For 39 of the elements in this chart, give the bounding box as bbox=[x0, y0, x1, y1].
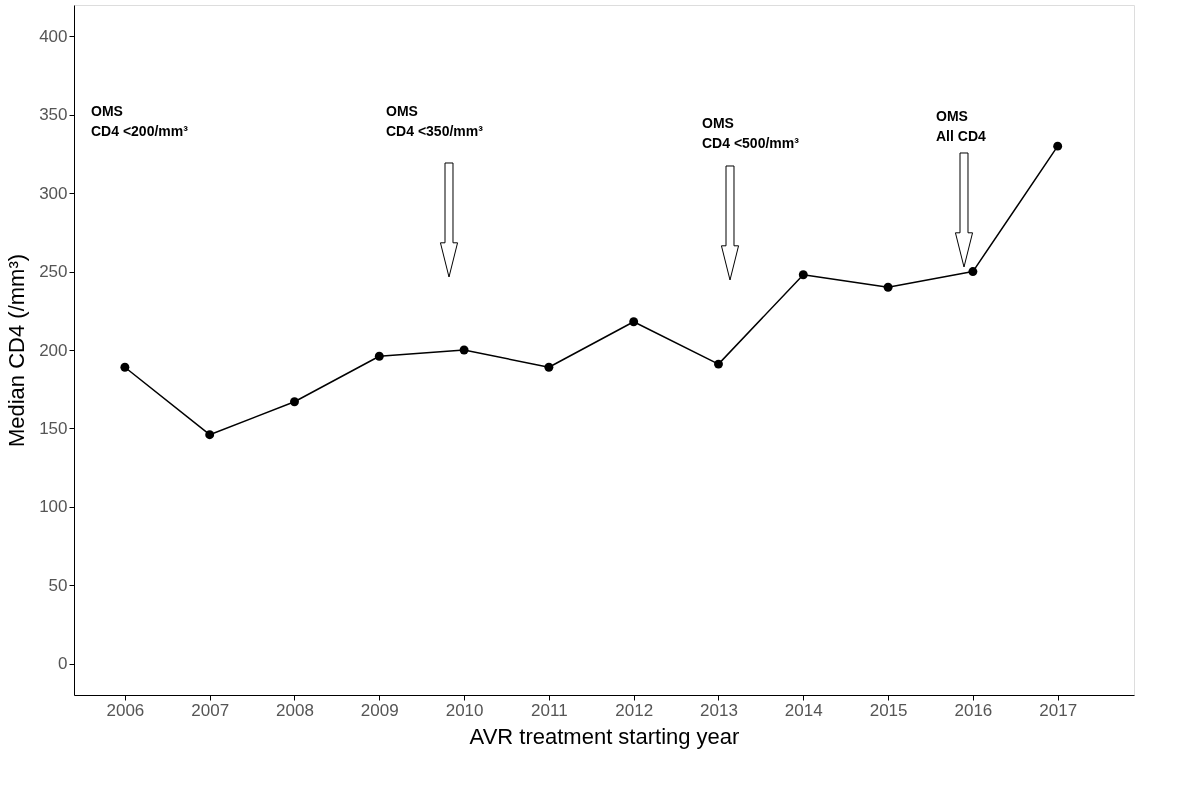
point bbox=[290, 397, 299, 407]
x-tick-label: 2010 bbox=[445, 700, 484, 720]
y-tick-label: 150 bbox=[39, 418, 68, 438]
point bbox=[1053, 141, 1063, 151]
point bbox=[374, 351, 384, 361]
point bbox=[459, 345, 469, 355]
point bbox=[968, 267, 978, 277]
x-axis-title: AVR treatment starting year bbox=[469, 723, 740, 749]
x-tick-label: 2017 bbox=[1039, 700, 1078, 720]
x-tick-label: 2012 bbox=[615, 700, 654, 720]
y-tick-label: 0 bbox=[58, 654, 68, 674]
annotation: OMS All CD4 bbox=[936, 108, 986, 144]
x-tick-label: 2015 bbox=[869, 700, 908, 720]
point bbox=[120, 362, 130, 372]
point bbox=[205, 430, 215, 440]
x-tick-label: 2008 bbox=[276, 700, 314, 720]
y-tick-label: 300 bbox=[39, 183, 68, 203]
annotation: OMS CD4 <350/mm³ bbox=[386, 103, 484, 139]
x-tick-label: 2014 bbox=[784, 700, 823, 720]
point bbox=[544, 362, 554, 372]
point bbox=[629, 317, 639, 327]
y-tick-label: 400 bbox=[39, 26, 68, 46]
y-tick-label: 100 bbox=[39, 497, 68, 517]
y-tick-label: 350 bbox=[39, 105, 68, 125]
annotation: OMS CD4 <500/mm³ bbox=[702, 115, 800, 151]
y-tick-label: 50 bbox=[48, 575, 68, 595]
x-tick-label: 2016 bbox=[954, 700, 993, 720]
x-tick-label: 2006 bbox=[106, 700, 145, 720]
x-tick-label: 2011 bbox=[531, 700, 568, 720]
x-tick-label: 2007 bbox=[191, 700, 230, 720]
y-tick-label: 250 bbox=[39, 262, 68, 282]
point bbox=[714, 359, 723, 369]
x-tick-label: 2009 bbox=[360, 700, 399, 720]
y-tick-label: 200 bbox=[39, 340, 68, 360]
y-axis-title: Median CD4 (/mm³) bbox=[4, 253, 30, 448]
x-tick-label: 2013 bbox=[700, 700, 738, 720]
point bbox=[798, 270, 808, 280]
annotation: OMS CD4 <200/mm³ bbox=[91, 103, 189, 139]
point bbox=[883, 282, 893, 292]
